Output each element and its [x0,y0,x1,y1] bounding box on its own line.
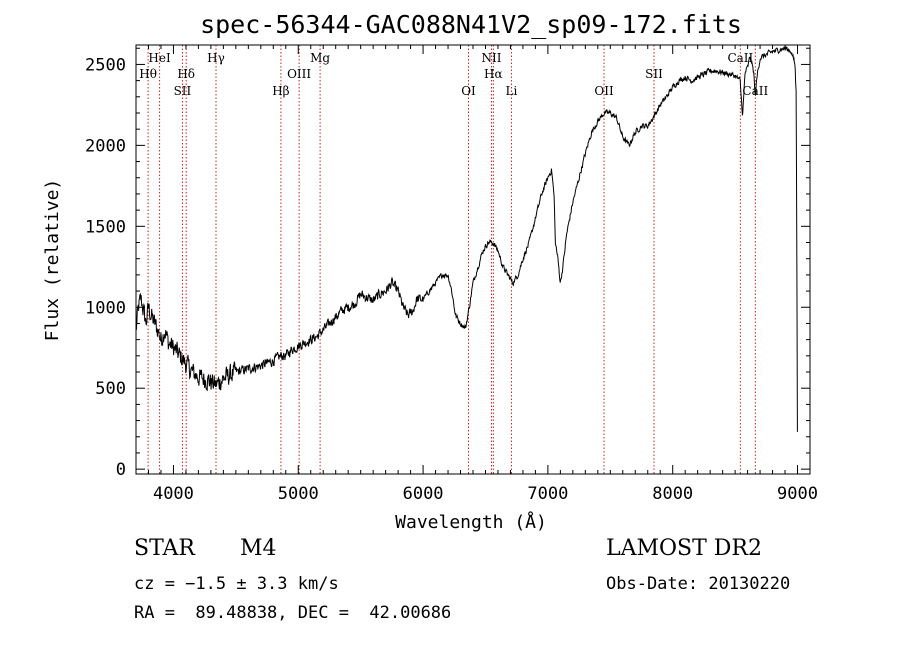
line-marker-label: Li [506,84,518,98]
x-tick-label: 9000 [777,484,818,504]
line-marker-label: CaII [727,51,753,65]
observation-date: Obs-Date: 20130220 [606,574,791,594]
x-axis-label: Wavelength (Å) [395,511,547,533]
line-marker-label: NII [481,51,501,65]
x-axis-ticks: 4000 5000 6000 7000 8000 9000 [135,45,818,504]
y-tick-label: 1000 [85,298,126,318]
line-marker-label: HeI [148,51,171,65]
y-axis-label: Flux (relative) [42,179,63,342]
y-tick-label: 0 [116,460,126,480]
survey-name: LAMOST DR2 [606,536,762,561]
object-class: STAR [134,536,195,561]
spectrum-series [135,45,798,432]
line-marker-label: Hβ [272,84,289,98]
line-marker-label: SII [645,67,663,81]
x-tick-label: 4000 [153,484,194,504]
spectrum-line [135,45,798,432]
x-tick-label: 8000 [652,484,693,504]
object-subclass: M4 [240,536,277,561]
line-marker-label: Hθ [139,67,157,81]
ra-dec-coordinates: RA = 89.48838, DEC = 42.00686 [134,603,452,623]
line-marker-label: Hα [484,67,503,81]
y-tick-label: 500 [95,379,126,399]
x-tick-label: 7000 [527,484,568,504]
y-tick-label: 2000 [85,136,126,156]
line-marker-label: OI [461,84,476,98]
line-marker-label: Mg [310,51,330,65]
chart-title: spec-56344-GAC088N41V2_sp09-172.fits [200,10,742,39]
line-marker-label: Hγ [207,51,225,65]
line-marker-label: OII [594,84,614,98]
y-tick-label: 1500 [85,217,126,237]
line-marker-label: Hδ [177,67,195,81]
line-marker-label: OIII [287,67,311,81]
plot-frame [135,44,811,475]
x-tick-label: 5000 [278,484,319,504]
y-tick-label: 2500 [85,55,126,75]
emission-line-markers [147,45,756,474]
line-marker-label: SII [174,84,192,98]
x-tick-label: 6000 [403,484,444,504]
redshift-cz: cz = −1.5 ± 3.3 km/s [134,574,339,594]
y-axis-ticks: 0 500 1000 1500 2000 2500 [85,47,810,480]
